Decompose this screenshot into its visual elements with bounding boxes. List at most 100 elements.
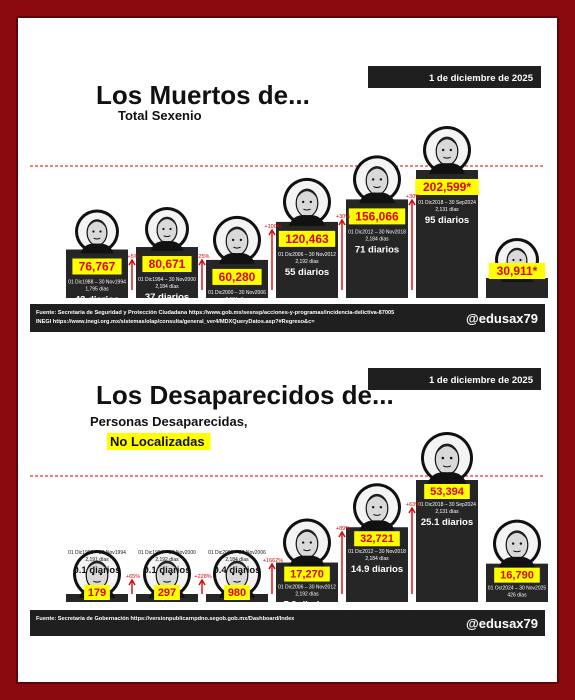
muertos-value-bg (72, 258, 122, 275)
portrait-hair (226, 226, 248, 237)
desap-days-label: 2,191 días (85, 557, 109, 563)
muertos-portrait-4 (353, 155, 401, 204)
desap-change-arrowhead (128, 578, 136, 586)
portrait-suit (427, 472, 467, 484)
desap-change-arrowhead (198, 578, 206, 586)
muertos-value-label: 202,599* (423, 180, 471, 194)
muertos-value-bg (142, 256, 192, 273)
muertos-portrait-5 (423, 126, 471, 174)
desap-footer (30, 610, 545, 636)
muertos-source2: INEGI https://www.inegi.org.mx/sistemas/… (36, 319, 315, 325)
muertos-footer (30, 304, 545, 332)
desap-change-label: +1662% (263, 558, 283, 564)
desap-value-label: 980 (228, 587, 246, 599)
portrait-mouth (303, 549, 311, 552)
muertos-daily-label: 71 diarios (355, 244, 399, 255)
muertos-value-label: 30,911* (497, 264, 538, 278)
desap-value-bg (494, 567, 540, 583)
muertos-value-label: 120,463 (285, 232, 329, 246)
portrait-eye (449, 148, 453, 152)
muertos-period-label: 01 Dic2018 – 30 Sep2024 (418, 200, 476, 206)
portrait-eye (371, 506, 375, 509)
desap-daily-label: 7.9 diarios (284, 600, 331, 611)
portrait-eye (169, 227, 172, 231)
desap-value-label: 297 (158, 587, 176, 599)
portrait-eye (519, 258, 522, 262)
desap-portrait-3 (283, 518, 331, 567)
portrait-mouth (233, 580, 241, 583)
portrait-hair (86, 560, 108, 571)
portrait-eye (231, 572, 235, 576)
muertos-date-banner (368, 66, 541, 88)
portrait-hair (507, 247, 527, 257)
muertos-change-arrowhead (408, 198, 416, 206)
desap-period-label: 01 Dic1988 – 30 Nov1994 (68, 550, 126, 556)
muertos-value-label: 156,066 (355, 209, 399, 223)
desap-subtitle2-bg (107, 433, 211, 450)
desap-daily-label: 0.1 diarios (74, 565, 121, 576)
desap-period-label: 01 Dic2000 – 30 Nov2006 (208, 550, 266, 556)
portrait-mouth (163, 580, 171, 583)
muertos-source: Fuente: Secretaría de Seguridad y Protec… (36, 310, 394, 316)
portrait-eye (99, 572, 103, 576)
muertos-portrait-2 (213, 215, 261, 264)
desap-days-label: 2,184 días (365, 556, 389, 562)
portrait-hair (436, 443, 458, 455)
desap-portrait-4 (353, 483, 401, 532)
portrait-eye (449, 456, 453, 460)
portrait-mouth (443, 156, 451, 159)
desap-change-label: +228% (194, 574, 211, 580)
desap-change-label: +65% (126, 574, 140, 580)
portrait-hair (366, 494, 388, 504)
desap-change-arrowhead (268, 562, 276, 570)
desap-period-label: 01 Dic2012 – 30 Nov2018 (348, 549, 406, 555)
portrait-eye (441, 456, 445, 460)
desap-value-bg (284, 566, 330, 582)
portrait-eye (231, 238, 235, 242)
desap-portrait-6 (493, 519, 541, 568)
portrait-mouth (442, 465, 452, 468)
portrait-eye (161, 572, 165, 576)
portrait-eye (239, 238, 243, 242)
muertos-days-label: 2,184 días (225, 297, 249, 303)
desap-days-label: 2,192 días (155, 557, 179, 563)
portrait-eye (371, 178, 375, 181)
muertos-value-bg (212, 268, 262, 285)
muertos-period-label: 01 Dic2000 – 30 Nov2006 (208, 290, 266, 296)
muertos-value-bg (278, 230, 336, 247)
desap-daily-label: 0.4 diarios (214, 565, 261, 576)
portrait-eye (511, 542, 515, 545)
desap-date-banner (368, 368, 541, 390)
muertos-portrait-0 (75, 209, 119, 254)
portrait-eye (92, 230, 95, 233)
desap-change-arrowhead (408, 506, 416, 514)
portrait-mouth (513, 550, 521, 553)
desap-handle: @edusax79 (466, 616, 538, 631)
portrait-eye (309, 200, 313, 204)
muertos-bar-Zedillo (136, 247, 198, 298)
muertos-change-label: -25% (197, 254, 210, 260)
portrait-suit (429, 163, 465, 174)
portrait-mouth (373, 513, 381, 516)
muertos-change-arrowhead (338, 218, 346, 226)
desap-value-label: 179 (88, 587, 106, 599)
desap-value-bg (354, 531, 400, 547)
desap-subtitle2: No Localizadas (110, 434, 205, 449)
desap-portrait-1 (143, 550, 191, 598)
portrait-hair (156, 560, 178, 571)
portrait-mouth (303, 208, 311, 211)
muertos-period-label: 01 Dic1988 – 30 Nov1994 (68, 279, 126, 285)
portrait-hair (296, 529, 318, 539)
portrait-hair (506, 530, 528, 541)
desap-value-label: 32,721 (360, 533, 394, 545)
portrait-suit (499, 556, 535, 568)
desap-period-label: 01 Dic2006 – 30 Nov2012 (278, 585, 336, 591)
muertos-portrait-1 (145, 207, 189, 252)
portrait-suit (289, 214, 325, 226)
desap-daily-label: 25.1 diarios (421, 517, 473, 528)
muertos-change-arrowhead (198, 258, 206, 266)
portrait-eye (239, 572, 243, 576)
muertos-date: 1 de diciembre de 2025 (429, 73, 534, 84)
portrait-eye (379, 178, 383, 181)
muertos-change-arrowhead (128, 258, 136, 266)
